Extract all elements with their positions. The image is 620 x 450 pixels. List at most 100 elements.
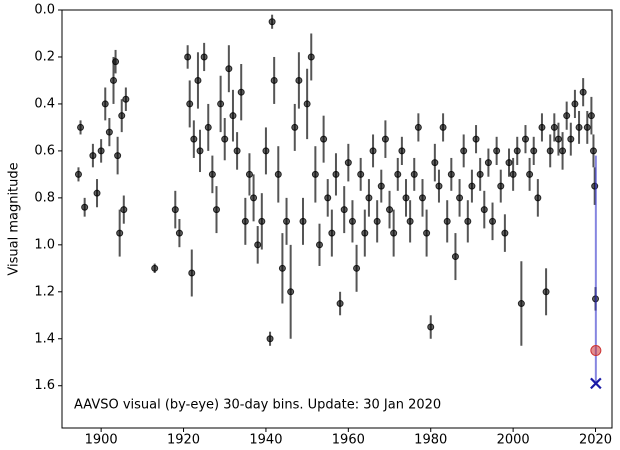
data-point: [559, 147, 567, 155]
data-point: [484, 159, 492, 167]
data-point: [418, 194, 426, 202]
data-point: [439, 123, 447, 131]
data-point: [340, 206, 348, 214]
data-point: [221, 135, 229, 143]
data-point: [513, 147, 521, 155]
y-tick-label: 1.6: [34, 378, 55, 393]
data-point: [283, 217, 291, 225]
data-point: [394, 170, 402, 178]
data-point: [348, 217, 356, 225]
highlight-point: [590, 345, 602, 357]
data-point: [212, 206, 220, 214]
data-point: [361, 229, 369, 237]
data-point: [509, 170, 517, 178]
data-point: [105, 128, 113, 136]
data-point: [579, 88, 587, 96]
data-point: [188, 269, 196, 277]
data-point: [369, 147, 377, 155]
data-point: [497, 182, 505, 190]
data-point: [381, 135, 389, 143]
data-point: [295, 76, 303, 84]
y-tick-label: 0.2: [34, 49, 55, 64]
data-point: [414, 123, 422, 131]
data-point: [571, 100, 579, 108]
data-point: [435, 182, 443, 190]
data-point: [303, 100, 311, 108]
data-point: [186, 100, 194, 108]
x-tick-label: 1960: [332, 433, 365, 448]
data-point: [225, 65, 233, 73]
data-point: [151, 264, 159, 272]
data-point: [101, 100, 109, 108]
data-point: [81, 203, 89, 211]
data-point: [377, 182, 385, 190]
data-point: [489, 217, 497, 225]
x-tick-label: 1980: [414, 433, 447, 448]
plot-frame: [61, 9, 613, 429]
data-point: [410, 170, 418, 178]
annotation: AAVSO visual (by-eye) 30-day bins. Updat…: [74, 398, 441, 413]
cross-marker: [590, 377, 602, 390]
y-tick-label: 0.0: [34, 3, 55, 18]
data-point: [328, 229, 336, 237]
data-point: [320, 135, 328, 143]
data-point: [278, 264, 286, 272]
data-point: [546, 147, 554, 155]
y-axis-label: Visual magnitude: [7, 162, 22, 275]
data-point: [332, 170, 340, 178]
data-point: [390, 229, 398, 237]
x-tick-label: 2000: [497, 433, 530, 448]
data-point: [250, 194, 258, 202]
data-point: [204, 123, 212, 131]
data-point: [526, 170, 534, 178]
data-point: [171, 206, 179, 214]
data-point: [217, 100, 225, 108]
data-point: [406, 217, 414, 225]
data-point: [386, 206, 394, 214]
y-tick-label: 0.4: [34, 96, 55, 111]
data-point: [344, 159, 352, 167]
data-point: [398, 147, 406, 155]
data-point: [353, 264, 361, 272]
data-point: [109, 76, 117, 84]
data-point: [521, 135, 529, 143]
data-point: [427, 323, 435, 331]
data-point: [241, 217, 249, 225]
y-tick-label: 0.6: [34, 143, 55, 158]
data-point: [93, 189, 101, 197]
data-point: [464, 217, 472, 225]
data-point: [266, 335, 274, 343]
data-point: [245, 170, 253, 178]
data-point: [274, 170, 282, 178]
data-point: [554, 135, 562, 143]
data-point: [550, 123, 558, 131]
data-point: [74, 170, 82, 178]
data-point: [563, 112, 571, 120]
data-point: [402, 194, 410, 202]
data-point: [468, 182, 476, 190]
data-point: [505, 159, 513, 167]
data-point: [89, 152, 97, 160]
data-point: [287, 288, 295, 296]
data-point: [431, 159, 439, 167]
y-tick-label: 0.8: [34, 190, 55, 205]
data-point: [324, 194, 332, 202]
data-point: [530, 147, 538, 155]
data-point: [357, 170, 365, 178]
x-tick-label: 1920: [167, 433, 200, 448]
data-point: [456, 194, 464, 202]
data-point: [270, 76, 278, 84]
data-point: [567, 135, 575, 143]
y-tick-label: 1.4: [34, 331, 55, 346]
data-point: [112, 58, 120, 66]
data-point: [116, 229, 124, 237]
data-point: [311, 170, 319, 178]
x-tick-label: 2020: [579, 433, 612, 448]
data-point: [587, 112, 595, 120]
data-point: [299, 217, 307, 225]
x-tick-label: 1900: [85, 433, 118, 448]
data-point: [118, 112, 126, 120]
data-point: [501, 229, 509, 237]
y-tick-label: 1.2: [34, 284, 55, 299]
data-point: [443, 217, 451, 225]
